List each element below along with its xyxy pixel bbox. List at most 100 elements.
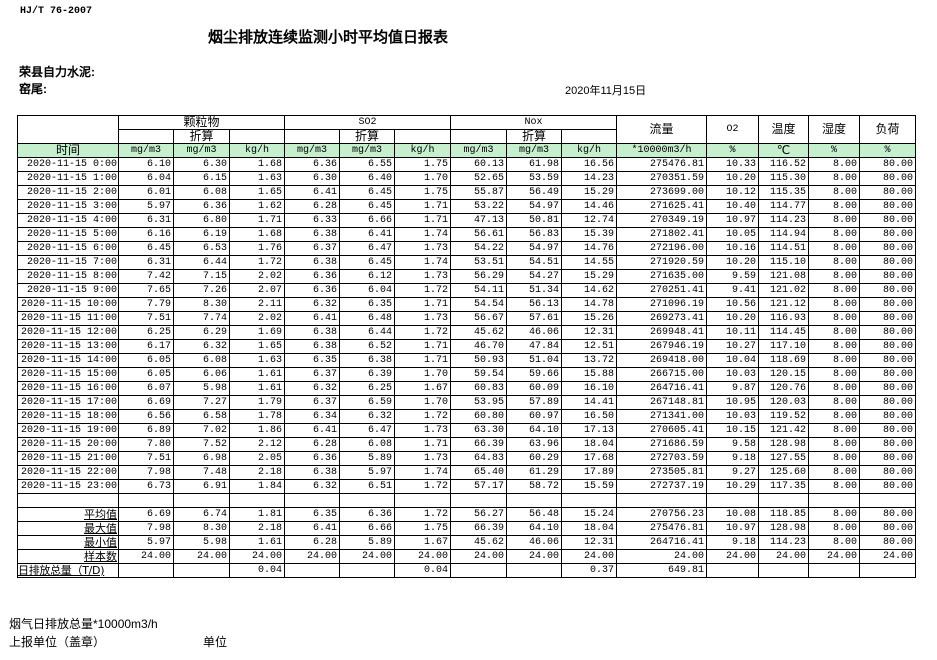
value-cell: 272703.59 [616,451,707,466]
value-cell: 8.00 [808,423,860,438]
value-cell: 1.71 [394,199,451,214]
value-cell: 6.39 [339,367,395,382]
value-cell: 14.62 [561,283,617,298]
value-cell: 1.67 [394,534,451,550]
value-cell: 114.23 [758,213,809,228]
value-cell: 275476.81 [616,520,707,536]
value-cell: 10.03 [706,409,759,424]
value-cell: 8.00 [808,437,860,452]
value-cell: 6.05 [118,353,174,368]
value-cell: 8.00 [808,353,860,368]
value-cell: 6.41 [339,227,395,242]
unit-cell: ℃ [758,143,809,158]
empty-cell [706,493,759,508]
value-cell: 66.39 [450,437,507,452]
company-name: 荣县自力水泥: [19,65,95,79]
value-cell: 272196.00 [616,241,707,256]
value-cell: 1.67 [394,381,451,396]
value-cell: 8.00 [808,367,860,382]
value-cell: 1.73 [394,241,451,256]
value-cell: 6.91 [173,479,230,494]
value-cell: 6.55 [339,157,395,172]
value-cell: 117.10 [758,339,809,354]
value-cell: 9.41 [706,283,759,298]
value-cell: 12.51 [561,339,617,354]
value-cell: 14.23 [561,171,617,186]
unit-cell: % [706,143,759,158]
value-cell: 264716.41 [616,534,707,550]
value-cell: 53.22 [450,199,507,214]
value-cell: 57.89 [506,395,562,410]
value-cell: 10.12 [706,185,759,200]
value-cell: 5.97 [118,199,174,214]
value-cell: 51.04 [506,353,562,368]
value-cell: 271802.41 [616,227,707,242]
value-cell: 6.69 [118,506,174,522]
value-cell: 121.12 [758,297,809,312]
value-cell: 6.30 [284,171,340,186]
value-cell: 1.68 [229,227,285,242]
value-cell: 271096.19 [616,297,707,312]
header-blank [17,115,119,144]
value-cell: 8.00 [808,241,860,256]
header-temperature: 温度 [758,115,809,144]
header-blank [229,129,285,144]
table-row: 2020-11-15 18:00 6.56 6.58 1.78 6.34 6.32 1.72… [17,409,916,424]
value-cell: 80.00 [859,409,916,424]
value-cell: 6.45 [339,255,395,270]
summary-label: 平均值 [17,506,119,522]
unit-cell: mg/m3 [173,143,230,158]
value-cell: 8.30 [173,520,230,536]
value-cell: 59.66 [506,367,562,382]
table-row: 2020-11-15 1:00 6.04 6.15 1.63 6.30 6.40 1.70 5… [17,171,916,186]
time-cell: 2020-11-15 13:00 [17,339,119,354]
value-cell: 63.96 [506,437,562,452]
value-cell: 10.29 [706,479,759,494]
time-cell: 2020-11-15 9:00 [17,283,119,298]
empty-cell [173,493,230,508]
value-cell: 53.51 [450,255,507,270]
unit-cell: mg/m3 [506,143,562,158]
value-cell: 1.72 [394,506,451,522]
value-cell: 8.00 [808,269,860,284]
empty-cell [394,493,451,508]
value-cell: 63.30 [450,423,507,438]
value-cell: 0.04 [229,562,285,578]
value-cell: 6.41 [284,423,340,438]
value-cell: 6.15 [173,171,230,186]
value-cell: 1.71 [394,353,451,368]
value-cell: 14.78 [561,297,617,312]
value-cell: 8.00 [808,311,860,326]
value-cell: 9.58 [706,437,759,452]
table-row: 2020-11-15 9:00 7.65 7.26 2.07 6.36 6.04 1.72 5… [17,283,916,298]
empty-cell [808,493,860,508]
value-cell: 60.13 [450,157,507,172]
value-cell: 1.86 [229,423,285,438]
summary-row: 最小值 5.97 5.98 1.61 6.28 5.89 1.67 45.62 46.06 12.… [17,534,916,550]
value-cell: 1.73 [394,423,451,438]
table-row: 2020-11-15 0:00 6.10 6.30 1.68 6.36 6.55 1.75 6… [17,157,916,172]
value-cell: 57.17 [450,479,507,494]
value-cell: 1.69 [229,325,285,340]
value-cell: 46.70 [450,339,507,354]
value-cell: 46.06 [506,325,562,340]
report-title: 烟尘排放连续监测小时平均值日报表 [208,29,449,46]
summary-label: 最大值 [17,520,119,536]
value-cell: 1.84 [229,479,285,494]
value-cell: 270349.19 [616,213,707,228]
table-row: 2020-11-15 6:00 6.45 6.53 1.76 6.37 6.47 1.73 5… [17,241,916,256]
value-cell: 6.37 [284,367,340,382]
value-cell: 7.48 [173,465,230,480]
header-time: 时间 [17,143,119,158]
value-cell: 5.89 [339,451,395,466]
value-cell: 6.38 [284,227,340,242]
value-cell: 6.32 [284,297,340,312]
time-cell: 2020-11-15 17:00 [17,395,119,410]
value-cell: 80.00 [859,353,916,368]
value-cell: 115.35 [758,185,809,200]
value-cell: 7.79 [118,297,174,312]
value-cell: 114.45 [758,325,809,340]
value-cell: 273505.81 [616,465,707,480]
value-cell: 1.72 [394,409,451,424]
empty-cell [758,493,809,508]
